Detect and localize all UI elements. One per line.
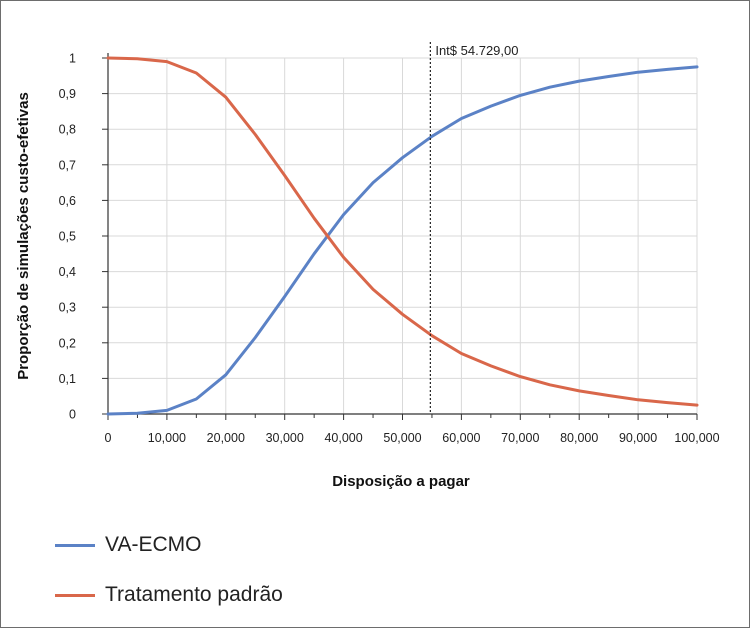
x-tick-label: 70,000 bbox=[501, 431, 539, 445]
chart-series bbox=[106, 56, 699, 416]
x-tick-label: 50,000 bbox=[383, 431, 421, 445]
x-tick-label: 60,000 bbox=[442, 431, 480, 445]
x-tick-label: 40,000 bbox=[324, 431, 362, 445]
chart-legend: VA-ECMO Tratamento padrão bbox=[55, 520, 283, 620]
y-tick-label: 0,7 bbox=[59, 158, 76, 172]
y-tick-label: 0,5 bbox=[59, 230, 76, 244]
x-tick-label: 0 bbox=[105, 431, 112, 445]
y-tick-label: 0,9 bbox=[59, 87, 76, 101]
x-tick-label: 30,000 bbox=[266, 431, 304, 445]
legend-item-va-ecmo: VA-ECMO bbox=[55, 520, 283, 570]
x-tick-label: 10,000 bbox=[148, 431, 186, 445]
x-axis-title: Disposição a pagar bbox=[332, 473, 470, 490]
series-line-tratamento-padrao bbox=[106, 56, 699, 407]
chart-axes bbox=[102, 53, 698, 420]
x-tick-label: 20,000 bbox=[207, 431, 245, 445]
legend-label-va-ecmo: VA-ECMO bbox=[105, 533, 202, 556]
series-line-va-ecmo bbox=[106, 65, 699, 416]
threshold-label: Int$ 54.729,00 bbox=[435, 43, 518, 58]
legend-label-tratamento-padrao: Tratamento padrão bbox=[105, 583, 283, 606]
y-tick-label: 0,2 bbox=[59, 336, 76, 350]
chart-canvas: 0 10,000 20,000 30,000 40,000 50,000 60,000 70,… bbox=[15, 42, 720, 490]
y-tick-label: 0,8 bbox=[59, 123, 76, 137]
y-tick-label: 0,4 bbox=[59, 265, 76, 279]
x-tick-label: 100,000 bbox=[674, 431, 719, 445]
legend-swatch-va-ecmo bbox=[55, 543, 95, 547]
x-tick-labels: 0 10,000 20,000 30,000 40,000 50,000 60,000 70,… bbox=[105, 431, 720, 445]
y-tick-label: 0,6 bbox=[59, 194, 76, 208]
y-tick-labels: 0 0,1 0,2 0,3 0,4 0,5 0,6 0,7 0,8 0,9 1 bbox=[59, 52, 76, 422]
x-tick-label: 90,000 bbox=[619, 431, 657, 445]
legend-item-tratamento-padrao: Tratamento padrão bbox=[55, 570, 283, 620]
chart-grid bbox=[107, 57, 698, 415]
y-tick-label: 0,1 bbox=[59, 372, 76, 386]
x-tick-label: 80,000 bbox=[560, 431, 598, 445]
y-axis-title: Proporção de simulações custo-efetivas bbox=[15, 92, 32, 380]
chart-annotation: Int$ 54.729,00 bbox=[429, 42, 518, 414]
y-tick-label: 1 bbox=[69, 52, 76, 66]
legend-swatch-tratamento-padrao bbox=[55, 593, 95, 597]
y-tick-label: 0,3 bbox=[59, 301, 76, 315]
y-tick-label: 0 bbox=[69, 408, 76, 422]
